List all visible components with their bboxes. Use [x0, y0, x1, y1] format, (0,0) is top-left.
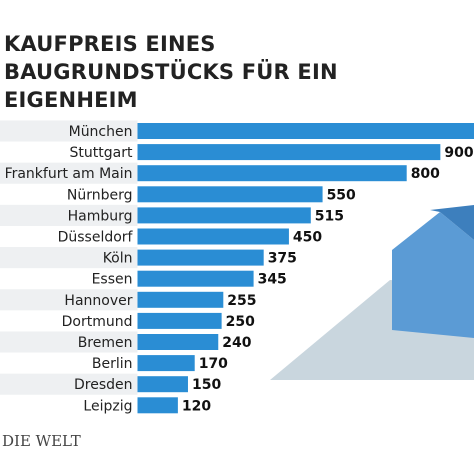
category-label: Stuttgart [70, 145, 133, 161]
category-label: Essen [92, 272, 133, 288]
bar [137, 355, 195, 372]
bar [137, 397, 178, 414]
value-label: 150 [192, 377, 221, 393]
row-stripe [0, 373, 138, 395]
category-label: Köln [103, 251, 133, 267]
bar [137, 186, 323, 203]
value-label: 120 [182, 398, 211, 414]
category-label: München [69, 124, 133, 140]
category-label: Hannover [64, 293, 132, 309]
value-label: 170 [199, 356, 228, 372]
house-illustration [270, 205, 474, 380]
house-front [392, 212, 474, 338]
bar [137, 165, 407, 182]
category-label: Frankfurt am Main [5, 166, 133, 182]
row-stripe [0, 120, 138, 142]
bar [137, 249, 264, 266]
chart-title: KAUFPREIS EINES BAUGRUNDSTÜCKS FÜR EIN E… [4, 32, 338, 112]
category-label: Dresden [74, 377, 133, 393]
value-label: 345 [258, 272, 287, 288]
row-stripe [0, 289, 138, 311]
value-label: 255 [227, 293, 256, 309]
category-label: Düsseldorf [58, 230, 134, 246]
category-label: Bremen [78, 335, 133, 351]
value-label: 375 [268, 251, 297, 267]
category-label: Nürnberg [67, 187, 133, 203]
row-stripe [0, 162, 138, 184]
value-label: 250 [226, 314, 255, 330]
category-label: Hamburg [68, 208, 133, 224]
bar [137, 334, 219, 350]
row-stripe [0, 331, 138, 353]
value-label: 240 [222, 335, 251, 351]
row-stripe [0, 204, 138, 226]
row-stripe [0, 247, 138, 269]
bar [137, 270, 254, 287]
source-logo: DIE WELT [2, 432, 81, 450]
category-label: Dortmund [62, 314, 133, 330]
category-label: Leipzig [83, 398, 132, 414]
value-label: 800 [411, 166, 440, 182]
bar [137, 207, 311, 224]
bar [137, 376, 188, 393]
bar [137, 144, 441, 161]
value-label: 900 [444, 145, 473, 161]
value-label: 515 [315, 208, 344, 224]
category-label: Berlin [92, 356, 133, 372]
bar [137, 312, 222, 329]
value-label: 550 [327, 187, 356, 203]
value-label: 450 [293, 230, 322, 246]
house-roof [430, 205, 474, 240]
bar [137, 228, 289, 245]
bar [137, 123, 474, 139]
bar [137, 291, 224, 308]
